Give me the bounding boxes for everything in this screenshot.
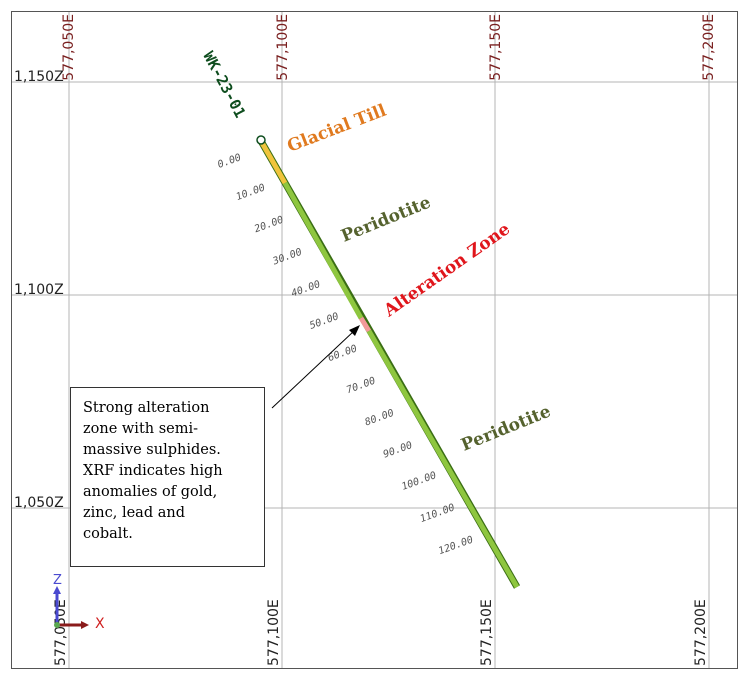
annotation-callout-box: Strong alteration zone with semi- massiv… [70,387,265,567]
easting-labels-bottom: 577,050E 577,100E 577,150E 577,200E [53,599,709,666]
map-frame [11,11,738,669]
callout-line: zone with semi- [83,421,199,437]
callout-line: Strong alteration [83,400,210,416]
callout-line: anomalies of gold, [83,484,218,500]
elevation-label: 1,100Z [14,282,64,298]
callout-leader-arrow [271,325,360,409]
easting-label-bottom: 577,050E [53,599,69,666]
segment-peridotite-lower[interactable] [366,329,520,589]
hole-id-label: WK-23-01 [199,48,249,120]
depth-tick-label: 70.00 [345,376,377,397]
callout-line: cobalt. [83,526,133,542]
axis-origin [54,622,60,628]
callout-line: massive sulphides. [83,442,221,458]
easting-label-bottom: 577,150E [479,599,495,666]
segment-peridotite-upper[interactable] [282,181,364,320]
unit-label-peridotite: Peridotite [338,193,434,247]
depth-tick-label: 60.00 [327,343,359,364]
segment-alteration-zone[interactable] [358,316,372,333]
depth-tick-label: 100.00 [400,470,438,493]
drillhole-trace[interactable] [256,135,521,589]
axis-triad: Z X [53,573,105,632]
z-axis-label: Z [53,573,62,588]
segment-glacial-till[interactable] [258,139,288,185]
easting-label-top: 577,050E [61,14,77,81]
unit-labels: Glacial Till Peridotite Alteration Zone … [285,100,554,455]
depth-tick-label: 90.00 [382,440,414,461]
z-axis-arrowhead [53,586,61,594]
elevation-labels: 1,150Z 1,100Z 1,050Z [14,69,64,511]
easting-label-top: 577,150E [488,14,504,81]
easting-labels-top: 577,050E 577,100E 577,150E 577,200E [61,14,717,81]
unit-label-alteration-zone: Alteration Zone [380,219,515,322]
x-axis-label: X [95,616,105,632]
easting-label-bottom: 577,200E [693,599,709,666]
unit-label-glacial-till: Glacial Till [285,100,390,156]
depth-tick-label: 10.00 [235,182,267,203]
callout-line: zinc, lead and [83,505,185,521]
depth-tick-label: 120.00 [437,535,475,558]
depth-tick-label: 20.00 [253,215,285,236]
easting-label-top: 577,200E [701,14,717,81]
collar-marker[interactable] [256,135,266,145]
depth-tick-label: 80.00 [363,408,395,429]
depth-tick-label: 30.00 [271,247,304,268]
easting-label-top: 577,100E [275,14,291,81]
depth-tick-label: 40.00 [290,279,322,300]
depth-tick-label: 0.00 [216,152,242,171]
easting-label-bottom: 577,100E [266,599,282,666]
depth-tick-label: 110.00 [419,502,457,525]
elevation-label: 1,050Z [14,495,64,511]
callout-line: XRF indicates high [83,463,223,479]
depth-tick-label: 50.00 [308,311,340,332]
grid [12,12,737,668]
x-axis-arrowhead [81,621,89,629]
elevation-label: 1,150Z [14,69,64,85]
unit-label-peridotite: Peridotite [458,402,554,456]
